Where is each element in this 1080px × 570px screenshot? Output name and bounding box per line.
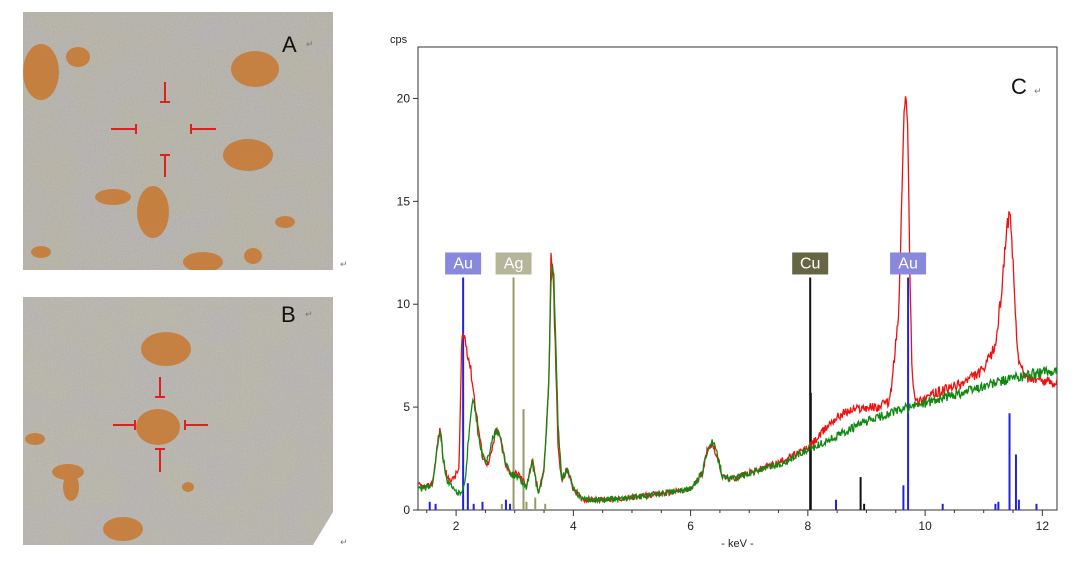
micrograph-a-image [23,12,333,270]
axes-group: 0 5 10 15 20 2 4 6 8 10 12 [397,91,1050,533]
paragraph-mark: ↵ [340,260,348,270]
crosshair-a [111,82,216,177]
x-axis-label: - keV - [721,538,754,550]
element-label-text: Cu [800,255,820,272]
plot-frame [417,46,1058,511]
paragraph-mark: ↵ [306,40,314,50]
element-marker-group [428,277,1038,510]
x-tick-label: 10 [918,519,932,533]
y-tick-label: 15 [397,194,411,208]
element-label-group: Au Ag Cu Au [445,252,927,275]
y-tick-label: 10 [397,297,411,311]
x-tick-label: 12 [1036,519,1050,533]
element-label-box [445,252,482,275]
x-tick-label: 2 [453,519,460,533]
y-tick-label: 5 [403,400,410,414]
series-group [417,96,1058,505]
element-label-text: Au [453,255,473,272]
series-green-line [417,263,1058,505]
element-label-box [792,252,829,275]
element-label-text: Ag [504,255,524,272]
x-tick-label: 6 [687,519,694,533]
crosshair-b [113,377,208,472]
paragraph-mark: ↵ [1034,87,1042,97]
copper-spots-b [25,332,194,541]
micrograph-b-image [23,297,333,545]
micrograph-b [23,297,333,545]
paragraph-mark: ↵ [305,310,313,320]
element-label-text: Au [898,255,918,272]
panel-b-label: B [281,302,296,327]
element-label-box [890,252,927,275]
image-corner [313,512,333,545]
element-label-box [495,252,532,275]
paragraph-mark: ↵ [340,538,348,548]
micrograph-a [23,12,333,270]
panel-c-label: C [1011,74,1027,99]
y-tick-label: 0 [403,503,410,517]
x-tick-label: 4 [570,519,577,533]
copper-spots-a [23,44,295,270]
x-tick-label: 8 [805,519,812,533]
panel-a-label: A [282,32,297,57]
y-axis-label: cps [390,34,408,46]
y-tick-label: 20 [397,91,411,105]
